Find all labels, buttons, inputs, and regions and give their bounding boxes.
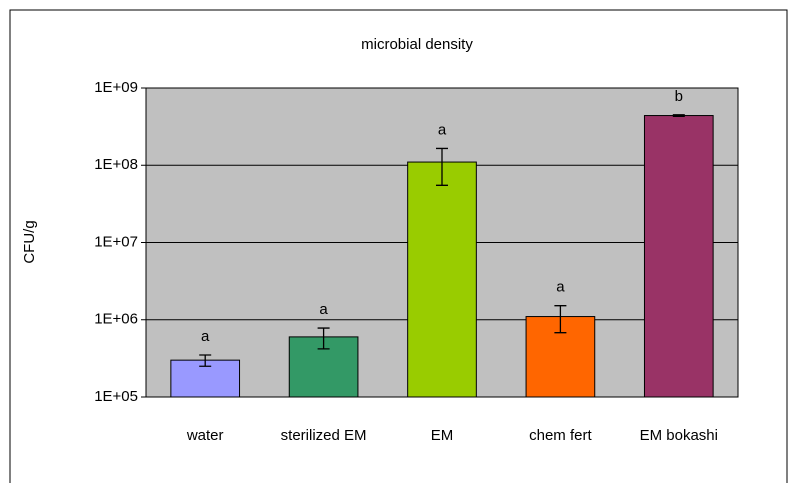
y-tick-label: 1E+09 [94,79,138,96]
annotation: b [675,88,683,105]
error-bar [436,147,448,186]
error-bar [554,305,567,334]
chart-title: microbial density [361,36,473,53]
annotation: a [201,328,210,345]
error-bar [199,354,212,367]
chart-border [9,9,788,483]
error-bar [672,114,685,117]
y-tick-label: 1E+06 [94,311,138,328]
annotation: a [438,121,447,138]
error-bar [317,327,330,350]
bar [643,115,714,398]
annotation: a [319,301,328,318]
x-tick-label: water [186,427,224,444]
bar [525,316,596,398]
y-tick-label: 1E+05 [94,388,138,405]
x-tick-label: EM [431,427,454,444]
annotation: a [556,279,565,296]
y-tick-label: 1E+07 [94,233,138,250]
x-tick-label: EM bokashi [640,427,718,444]
bar [407,161,477,398]
x-tick-label: chem fert [529,427,592,444]
y-tick-label: 1E+08 [94,156,138,173]
y-axis-label: CFU/g [21,220,38,263]
x-tick-label: sterilized EM [281,427,367,444]
